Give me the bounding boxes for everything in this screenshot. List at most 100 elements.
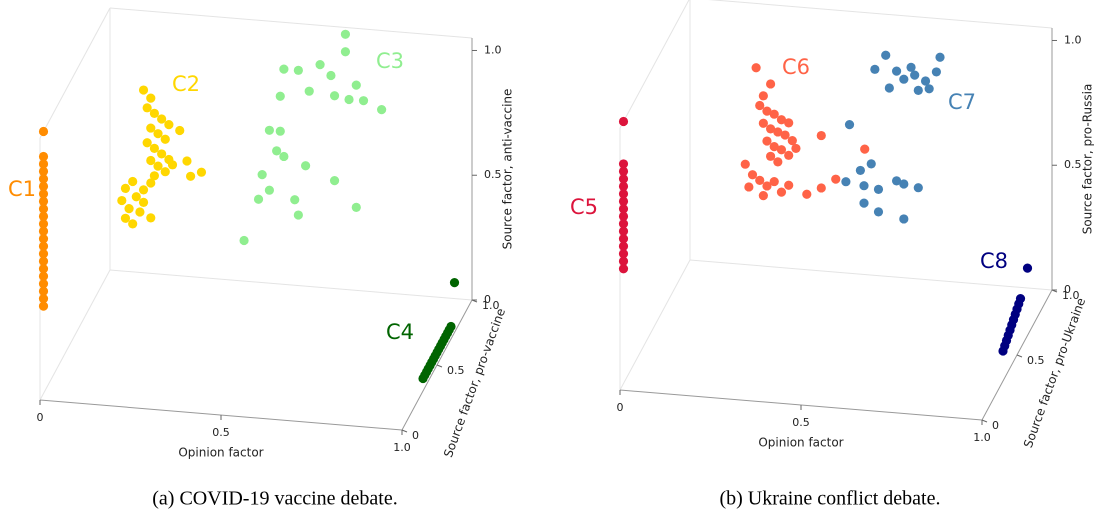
point bbox=[618, 204, 629, 214]
point bbox=[873, 207, 884, 217]
point bbox=[844, 120, 855, 130]
point bbox=[128, 219, 138, 229]
box-edge bbox=[39, 269, 111, 401]
y-tick-label: 0.5 bbox=[447, 364, 465, 377]
point bbox=[351, 202, 361, 212]
box-edge bbox=[619, 0, 690, 129]
point bbox=[38, 204, 49, 214]
cluster-label: C8 bbox=[980, 249, 1008, 273]
point bbox=[766, 151, 776, 161]
point bbox=[340, 47, 351, 57]
point bbox=[899, 74, 909, 84]
point bbox=[138, 85, 149, 95]
point bbox=[449, 277, 460, 288]
point bbox=[758, 91, 768, 101]
point bbox=[773, 127, 783, 137]
point bbox=[873, 184, 884, 194]
point bbox=[153, 129, 163, 139]
point bbox=[769, 142, 779, 152]
point bbox=[618, 196, 629, 206]
point bbox=[326, 70, 336, 81]
y-tick bbox=[1016, 354, 1023, 358]
caption: (b) Ukraine conflict debate. bbox=[719, 488, 940, 510]
point bbox=[618, 189, 629, 199]
z-tick-label: 1.0 bbox=[1064, 33, 1082, 46]
point bbox=[38, 166, 49, 177]
point bbox=[931, 67, 942, 77]
point bbox=[131, 192, 141, 202]
caption: (a) COVID-19 vaccine debate. bbox=[152, 488, 397, 510]
x-axis-label: Opinion factor bbox=[758, 436, 843, 450]
point bbox=[618, 249, 629, 259]
point bbox=[755, 175, 765, 185]
point bbox=[38, 126, 49, 137]
point bbox=[275, 91, 285, 101]
point bbox=[762, 136, 772, 146]
point bbox=[791, 143, 801, 154]
point bbox=[279, 151, 289, 162]
point bbox=[751, 63, 761, 73]
point bbox=[618, 234, 629, 244]
point bbox=[899, 214, 909, 224]
z-axis-label: Source factor, pro-Russia bbox=[1081, 84, 1095, 235]
point bbox=[160, 167, 170, 177]
x-axis-label: Opinion factor bbox=[178, 446, 263, 460]
point bbox=[146, 123, 156, 133]
x-tick-label: 0 bbox=[617, 401, 624, 414]
point bbox=[175, 125, 185, 136]
point bbox=[755, 100, 765, 111]
box-edge bbox=[109, 269, 473, 301]
point bbox=[881, 50, 891, 60]
point bbox=[924, 84, 934, 94]
point bbox=[913, 183, 923, 193]
point bbox=[157, 114, 167, 124]
point bbox=[128, 176, 138, 187]
point bbox=[618, 116, 629, 127]
point bbox=[340, 29, 351, 39]
cluster-label: C6 bbox=[782, 55, 810, 79]
point bbox=[860, 144, 870, 154]
point bbox=[769, 176, 779, 187]
point bbox=[618, 226, 629, 236]
point bbox=[38, 294, 49, 304]
z-tick-label: 0.5 bbox=[484, 168, 502, 181]
point bbox=[120, 213, 131, 223]
point bbox=[618, 219, 629, 229]
point bbox=[766, 124, 776, 134]
point bbox=[149, 143, 159, 153]
point bbox=[329, 91, 340, 101]
point bbox=[275, 126, 285, 136]
y-tick-label: 1.0 bbox=[1062, 289, 1080, 302]
point bbox=[913, 85, 923, 95]
y-axis-label: Source factor, pro-Ukraine bbox=[1021, 296, 1088, 450]
point bbox=[160, 134, 170, 144]
x-tick-label: 1.0 bbox=[393, 441, 411, 454]
cluster-label: C4 bbox=[386, 320, 414, 344]
point bbox=[264, 185, 274, 195]
z-tick-label: 0 bbox=[1064, 283, 1071, 296]
point bbox=[38, 219, 49, 229]
point bbox=[920, 76, 931, 86]
point bbox=[747, 170, 758, 180]
point bbox=[859, 198, 869, 208]
point bbox=[164, 119, 174, 130]
point bbox=[38, 174, 49, 184]
point bbox=[149, 108, 159, 119]
point bbox=[446, 321, 456, 332]
point bbox=[279, 64, 289, 74]
point bbox=[758, 191, 768, 201]
point bbox=[146, 213, 156, 223]
point bbox=[38, 279, 49, 289]
point bbox=[784, 180, 794, 190]
point bbox=[38, 181, 49, 191]
point bbox=[776, 145, 787, 155]
point bbox=[618, 159, 629, 169]
point bbox=[870, 64, 880, 74]
point bbox=[135, 207, 145, 217]
point bbox=[766, 79, 776, 89]
z-tick-label: 0.5 bbox=[1064, 158, 1082, 171]
y-tick bbox=[436, 364, 443, 368]
point bbox=[239, 235, 249, 246]
point bbox=[906, 62, 916, 72]
